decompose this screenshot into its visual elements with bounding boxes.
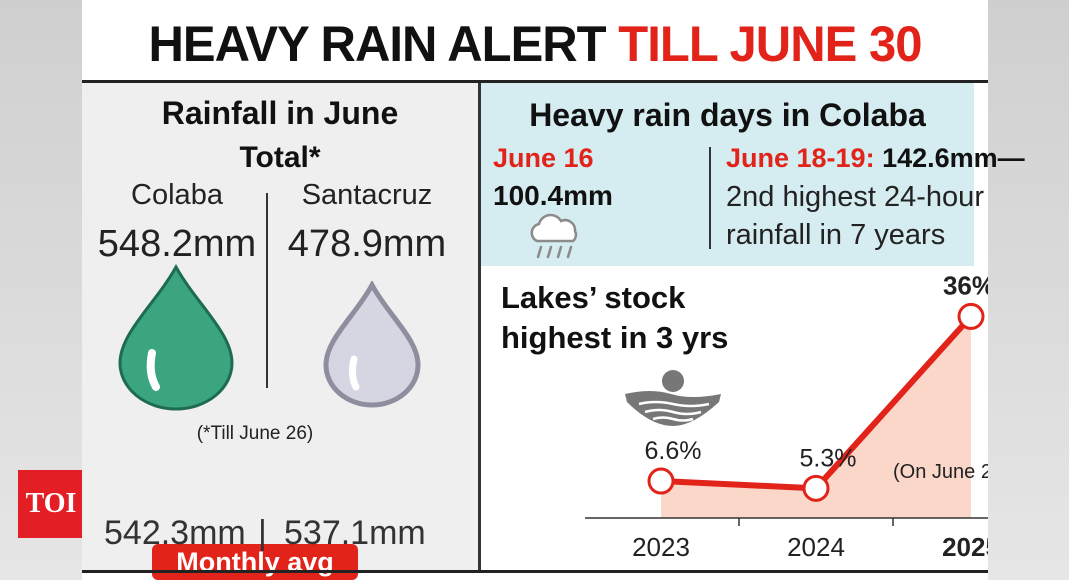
x-tick-label: 2023 [632, 532, 690, 562]
data-label: 6.6% [645, 437, 702, 465]
avg-value-colaba: 542.3mm [104, 514, 246, 552]
avg-value-santacruz: 537.1mm [284, 514, 426, 552]
station-value-colaba: 548.2mm [97, 223, 257, 265]
heavy-rain-panel: Heavy rain days in Colaba June 16 100.4m… [481, 83, 1025, 266]
rainfall-subtitle: Total* [239, 141, 321, 174]
x-tick-label: 2024 [787, 532, 845, 562]
data-label: 5.3% [800, 444, 857, 472]
headline: HEAVY RAIN ALERT TILL JUNE 30 [91, 14, 979, 74]
background-right [988, 0, 1069, 580]
rainfall-footnote: (*Till June 26) [196, 423, 314, 444]
data-point-marker [647, 467, 675, 495]
rainfall-panel: Rainfall in June Total* Colaba 548.2mm S… [82, 83, 478, 580]
bottom-rule [82, 570, 988, 573]
rainfall-title: Rainfall in June [161, 95, 399, 131]
monthly-avg-badge: Monthly avg [152, 544, 358, 580]
day2-line2: 2nd highest 24-hour [726, 181, 984, 213]
top-rule [82, 80, 988, 83]
lakes-line-chart: 6.6% 2023 5.3% 2024 36% 2025 (On June 26) [585, 270, 988, 562]
avg-separator: | [258, 514, 267, 552]
x-tick-label: 2025 [942, 532, 988, 562]
heavy-rain-title: Heavy rain days in Colaba [529, 97, 926, 133]
chart-title-line2: highest in 3 yrs [501, 320, 729, 355]
stations-divider [266, 193, 268, 388]
lake-icon [625, 370, 721, 426]
station-name-colaba: Colaba [131, 179, 223, 211]
station-value-santacruz: 478.9mm [287, 223, 447, 265]
day1-value: 100.4mm [493, 180, 613, 211]
data-point-marker [802, 474, 830, 502]
panel-divider [478, 83, 481, 570]
day1-date: June 16 [493, 143, 594, 173]
chart-annotation: (On June 26) [893, 461, 988, 483]
toi-logo: TOI [18, 470, 84, 538]
day2-line3: rainfall in 7 years [726, 219, 946, 251]
data-label: 36% [943, 270, 988, 300]
heavy-rain-divider [709, 147, 711, 249]
day2-date: June 18-19: [726, 143, 875, 173]
headline-part2: TILL JUNE 30 [618, 16, 922, 72]
station-name-santacruz: Santacruz [301, 179, 433, 211]
infographic-card: HEAVY RAIN ALERT TILL JUNE 30 Rainfall i… [82, 0, 1025, 580]
santacruz-drop-icon [323, 281, 421, 408]
chart-title-line1: Lakes’ stock [501, 280, 686, 315]
headline-part1: HEAVY RAIN ALERT [148, 16, 607, 72]
day2-line1: June 18-19: 142.6mm— [726, 143, 1025, 174]
day2-value: 142.6mm— [882, 143, 1025, 173]
rain-cloud-icon [530, 213, 578, 259]
colaba-drop-icon [118, 263, 234, 411]
data-point-marker [957, 302, 985, 330]
lakes-chart-panel: Lakes’ stock highest in 3 yrs 6.6% 2023 5.… [481, 266, 988, 570]
area-fill [661, 316, 971, 518]
